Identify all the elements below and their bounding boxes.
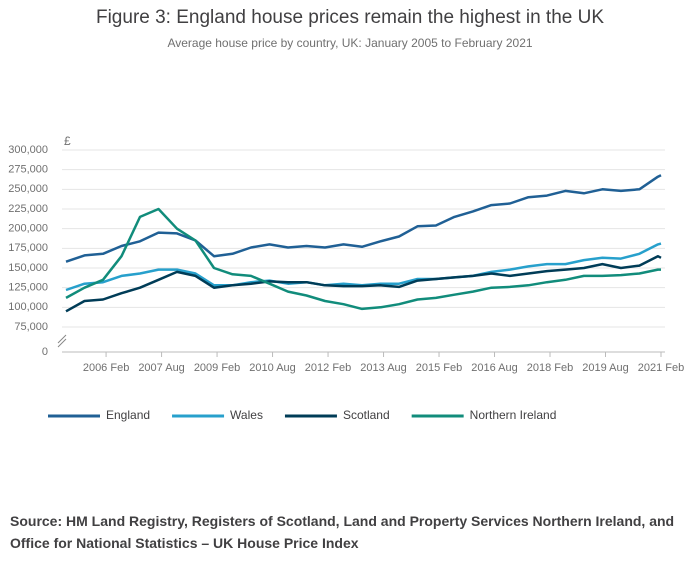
y-tick-label: 125,000 bbox=[8, 282, 48, 294]
y-tick-label: 250,000 bbox=[8, 183, 48, 195]
x-tick-label: 2016 Aug bbox=[471, 362, 518, 374]
x-tick-label: 2010 Aug bbox=[249, 362, 296, 374]
legend-label: Scotland bbox=[343, 408, 390, 422]
axis-break bbox=[57, 334, 67, 348]
y-tick-label: 100,000 bbox=[8, 301, 48, 313]
x-tick-label: 2021 Feb bbox=[638, 362, 684, 374]
y-tick-label: 75,000 bbox=[14, 321, 48, 333]
y-tick-label: 0 bbox=[42, 346, 48, 358]
series-line bbox=[65, 242, 662, 292]
y-unit-label: £ bbox=[64, 134, 71, 148]
chart-title: Figure 3: England house prices remain th… bbox=[96, 7, 604, 28]
series-line bbox=[65, 254, 662, 313]
y-tick-label: 150,000 bbox=[8, 262, 48, 274]
chart: Figure 3: England house prices remain th… bbox=[8, 7, 684, 422]
x-tick-label: 2013 Aug bbox=[360, 362, 407, 374]
x-tick-label: 2006 Feb bbox=[83, 362, 129, 374]
chart-subtitle: Average house price by country, UK: Janu… bbox=[167, 36, 532, 50]
legend-label: Wales bbox=[230, 408, 263, 422]
x-tick-label: 2015 Feb bbox=[416, 362, 462, 374]
y-tick-label: 225,000 bbox=[8, 203, 48, 215]
legend-label: Northern Ireland bbox=[470, 408, 557, 422]
legend-label: England bbox=[106, 408, 150, 422]
x-tick-label: 2012 Feb bbox=[305, 362, 351, 374]
x-tick-label: 2009 Feb bbox=[194, 362, 240, 374]
y-tick-label: 200,000 bbox=[8, 223, 48, 235]
y-tick-label: 300,000 bbox=[8, 144, 48, 156]
series-line bbox=[65, 174, 662, 263]
x-tick-label: 2018 Feb bbox=[527, 362, 573, 374]
x-tick-label: 2007 Aug bbox=[138, 362, 185, 374]
x-tick-label: 2019 Aug bbox=[582, 362, 629, 374]
series-line bbox=[65, 207, 661, 311]
y-tick-label: 275,000 bbox=[8, 164, 48, 176]
source-note: Source: HM Land Registry, Registers of S… bbox=[10, 513, 675, 551]
y-tick-label: 175,000 bbox=[8, 242, 48, 254]
